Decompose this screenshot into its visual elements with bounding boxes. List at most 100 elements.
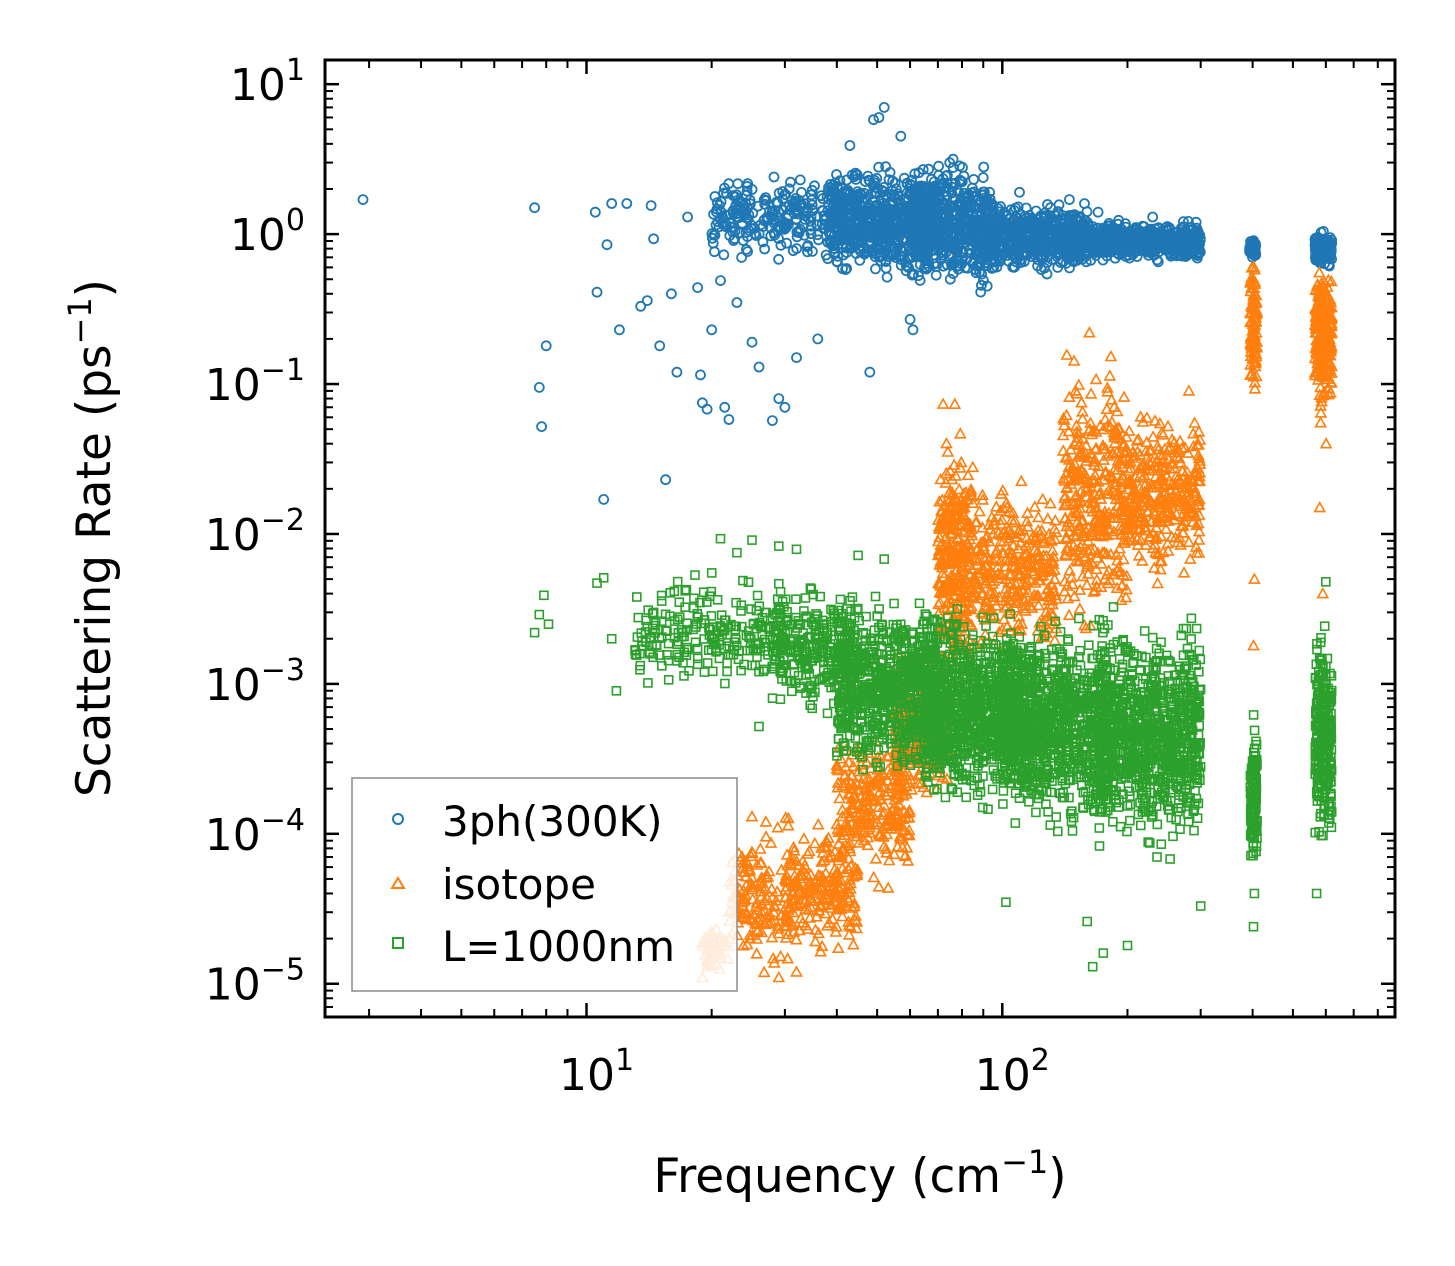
scatter-point (952, 224, 964, 236)
scatter-point (948, 201, 960, 213)
scatter-point (942, 177, 953, 189)
scatter-point (1032, 221, 1043, 233)
scatter-point (1052, 222, 1064, 234)
scatter-point (720, 221, 731, 233)
scatter-point (1064, 210, 1076, 222)
scatter-point (846, 169, 858, 181)
scatter-point (933, 227, 945, 239)
scatter-point (941, 210, 953, 222)
scatter-point (886, 230, 897, 242)
scatter-point (949, 177, 961, 189)
scatter-point (775, 239, 787, 251)
scatter-point (831, 180, 843, 192)
scatter-point (1045, 202, 1056, 214)
scatter-point (777, 186, 789, 197)
scatter-point (990, 214, 1001, 225)
scatter-point (773, 253, 784, 265)
scatter-point (979, 257, 991, 269)
scatter-point (1021, 249, 1033, 261)
scatter-point (1052, 243, 1064, 255)
scatter-point (828, 237, 840, 249)
scatter-point (743, 209, 755, 221)
scatter-point (805, 228, 817, 240)
scatter-point (955, 192, 967, 204)
scatter-point (991, 261, 1003, 273)
scatter-point (920, 263, 932, 275)
scatter-point (707, 232, 718, 244)
scatter-point (740, 212, 752, 224)
scatter-point (777, 216, 789, 228)
scatter-point (759, 198, 771, 210)
scatter-point (834, 201, 846, 213)
scatter-point (759, 243, 770, 255)
scatter-point (946, 187, 958, 199)
scatter-point (1010, 202, 1021, 214)
scatter-point (886, 188, 897, 200)
scatter-point (909, 249, 921, 261)
scatter-point (1021, 215, 1033, 227)
scatter-point (1120, 218, 1131, 230)
scatter-point (830, 192, 842, 204)
scatter-point (781, 237, 792, 249)
scatter-point (822, 253, 834, 265)
scatter-point (769, 229, 781, 241)
scatter-point (895, 243, 906, 255)
scatter-point (709, 246, 720, 258)
scatter-point (942, 204, 954, 216)
scatter-point (848, 203, 860, 215)
scatter-point (919, 221, 931, 233)
scatter-point (745, 223, 757, 235)
scatter-point (1039, 212, 1051, 224)
scatter-point (1081, 206, 1093, 218)
scatter-point (791, 226, 803, 238)
scatter-point (975, 286, 987, 298)
scatter-point (727, 221, 739, 233)
scatter-point (1007, 261, 1018, 273)
scatter-point (723, 178, 735, 190)
scatter-point (937, 249, 949, 261)
scatter-point (958, 170, 970, 182)
scatter-point (855, 187, 866, 199)
scatter-point (858, 187, 870, 199)
scatter-point (900, 260, 912, 272)
scatter-point (779, 217, 790, 229)
scatter-point (988, 249, 1000, 261)
scatter-point (832, 256, 843, 268)
scatter-point (729, 233, 740, 245)
scatter-point (1052, 261, 1064, 273)
scatter-point (917, 164, 929, 175)
scatter-point (878, 223, 890, 235)
scatter-point (799, 207, 810, 219)
scatter-point (932, 181, 944, 193)
scatter-point (878, 181, 890, 193)
scatter-point (950, 243, 961, 255)
scatter-point (944, 236, 955, 247)
scatter-point (859, 227, 871, 239)
scatter-point (713, 221, 725, 233)
scatter-point (905, 190, 916, 201)
scatter-point (1014, 222, 1025, 234)
scatter-point (961, 199, 973, 211)
scatter-point (868, 245, 880, 257)
scatter-point (883, 174, 895, 186)
scatter-point (982, 240, 993, 252)
scatter-point (913, 270, 924, 282)
scatter-point (935, 210, 947, 222)
scatter-point (987, 226, 999, 238)
scatter-point (880, 161, 892, 173)
scatter-point (758, 194, 770, 206)
scatter-point (858, 243, 870, 255)
scatter-point (854, 254, 866, 266)
scatter-point (911, 214, 922, 226)
scatter-point (848, 171, 860, 183)
scatter-point (718, 249, 730, 261)
scatter-point (741, 180, 753, 192)
scatter-point (755, 219, 766, 231)
scatter-point (894, 225, 906, 237)
scatter-point (801, 241, 813, 253)
scatter-point (910, 207, 921, 219)
scatter-point (950, 218, 961, 230)
scatter-point (890, 252, 902, 264)
scatter-point (794, 174, 806, 186)
